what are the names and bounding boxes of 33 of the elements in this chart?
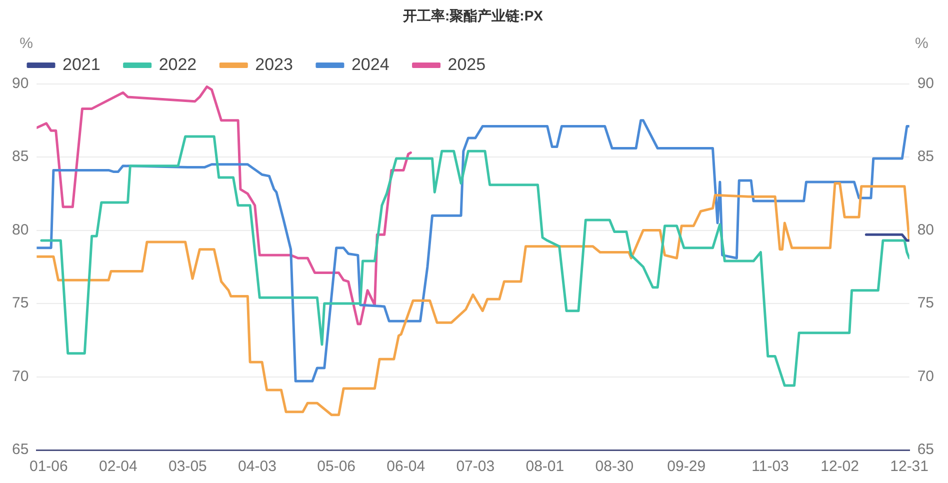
y-axis-title: % bbox=[20, 34, 34, 52]
y2-tick-label: 65 bbox=[917, 441, 934, 458]
x-tick-label: 12-31 bbox=[890, 458, 929, 476]
x-tick-label: 01-06 bbox=[29, 458, 68, 476]
y-tick-label: 85 bbox=[12, 148, 29, 166]
x-tick-label: 02-04 bbox=[99, 458, 138, 476]
y-tick-label: 80 bbox=[12, 221, 29, 238]
x-tick-label: 04-03 bbox=[238, 458, 276, 476]
x-tick-label: 09-29 bbox=[667, 458, 706, 476]
x-tick-label: 06-04 bbox=[386, 458, 426, 476]
y-tick-label: 75 bbox=[12, 294, 29, 312]
x-tick-label: 11-03 bbox=[752, 458, 789, 476]
x-tick-label: 07-03 bbox=[456, 458, 495, 476]
legend-label: 2022 bbox=[158, 54, 197, 74]
y-tick-label: 90 bbox=[12, 74, 29, 92]
y-tick-label: 70 bbox=[12, 368, 29, 385]
y2-tick-label: 80 bbox=[917, 221, 934, 238]
y2-axis-title: % bbox=[914, 34, 928, 52]
y2-tick-label: 90 bbox=[917, 74, 934, 92]
y2-tick-label: 75 bbox=[917, 294, 934, 312]
legend-label: 2021 bbox=[62, 54, 100, 74]
legend-label: 2024 bbox=[351, 54, 390, 74]
x-tick-label: 08-01 bbox=[526, 458, 564, 476]
legend-label: 2025 bbox=[448, 54, 486, 74]
x-tick-label: 12-02 bbox=[820, 458, 859, 476]
chart-title: 开工率:聚酯产业链:PX bbox=[402, 7, 544, 24]
x-tick-label: 05-06 bbox=[317, 458, 356, 476]
y-tick-label: 65 bbox=[12, 441, 29, 458]
x-tick-label: 03-05 bbox=[168, 458, 207, 476]
y2-tick-label: 70 bbox=[917, 368, 934, 385]
legend-label: 2023 bbox=[255, 54, 293, 74]
x-tick-label: 08-30 bbox=[595, 458, 634, 476]
y2-tick-label: 85 bbox=[917, 148, 934, 166]
